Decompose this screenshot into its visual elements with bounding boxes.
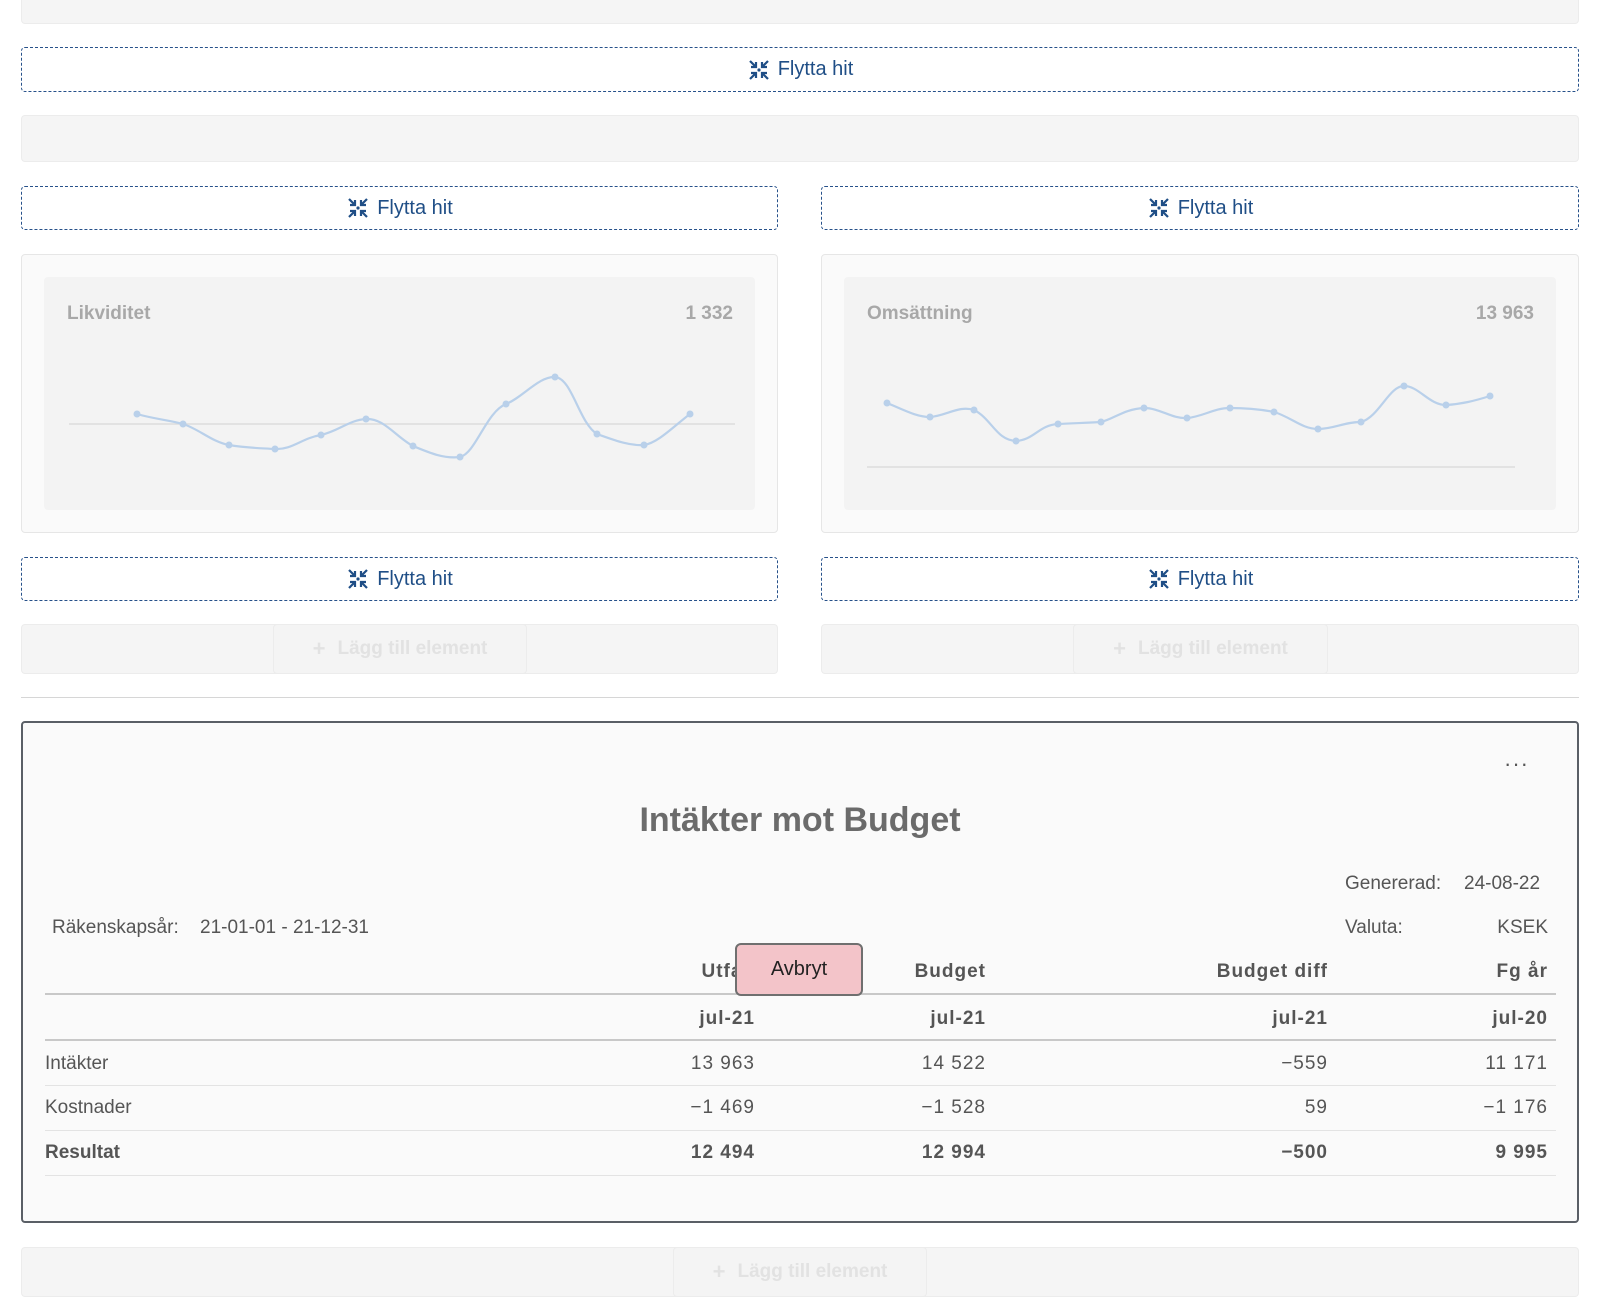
more-options-icon[interactable]: ···: [1504, 751, 1529, 776]
liquidity-sparkline: [69, 373, 735, 461]
cell-income-previous-year: 11 171: [1485, 1053, 1548, 1074]
revenue-widget-body: Omsättning 13 963: [844, 277, 1556, 510]
revenue-widget[interactable]: Omsättning 13 963: [821, 254, 1579, 533]
period-actual: jul-21: [699, 1008, 755, 1029]
period-divider: [45, 1039, 1556, 1041]
move-here-icon: [1148, 198, 1169, 218]
cell-result-actual: 12 494: [690, 1142, 755, 1163]
row-divider: [45, 1130, 1556, 1131]
period-budget-diff: jul-21: [1272, 1008, 1328, 1029]
drop-zone-label: Flytta hit: [377, 196, 453, 219]
drop-zone-top[interactable]: Flytta hit: [21, 47, 1579, 92]
add-element-label: Lägg till element: [337, 638, 488, 659]
plus-icon: +: [312, 636, 326, 661]
fiscal-year-label: Räkenskapsår:: [52, 917, 179, 938]
liquidity-widget[interactable]: Likviditet 1 332: [21, 254, 778, 533]
add-element-label: Lägg till element: [1137, 638, 1288, 659]
row-label-costs: Kostnader: [45, 1097, 132, 1118]
revenue-title: Omsättning: [867, 303, 973, 324]
row-divider: [45, 1085, 1556, 1086]
column-header-previous-year: Fg år: [1496, 961, 1548, 982]
cell-costs-budget-diff: 59: [1304, 1097, 1328, 1118]
cancel-button[interactable]: Avbryt: [735, 943, 863, 996]
row-divider: [45, 1175, 1556, 1176]
cell-income-actual: 13 963: [690, 1053, 755, 1074]
cell-income-budget: 14 522: [921, 1053, 986, 1074]
plus-icon: +: [1113, 636, 1126, 661]
drop-zone-label: Flytta hit: [1177, 196, 1254, 219]
liquidity-widget-body: Likviditet 1 332: [44, 277, 755, 510]
cell-result-previous-year: 9 995: [1495, 1142, 1548, 1163]
move-here-icon: [1148, 569, 1169, 589]
cell-costs-actual: −1 469: [690, 1097, 755, 1118]
section-divider: [21, 697, 1579, 698]
cancel-button-label: Avbryt: [770, 958, 828, 980]
cell-income-budget-diff: −559: [1281, 1053, 1328, 1074]
revenue-value: 13 963: [1475, 303, 1534, 324]
add-element-button-right[interactable]: + Lägg till element: [1073, 624, 1328, 674]
cell-costs-previous-year: −1 176: [1483, 1097, 1548, 1118]
drop-zone-left-bottom[interactable]: Flytta hit: [21, 557, 778, 601]
row-label-income: Intäkter: [45, 1053, 109, 1074]
liquidity-value: 1 332: [685, 303, 733, 324]
generated-value: 24-08-22: [1464, 873, 1541, 894]
generated-label: Genererad:: [1345, 873, 1442, 894]
column-header-actual: Utfall: [701, 961, 755, 982]
drop-zone-right-bottom[interactable]: Flytta hit: [821, 557, 1579, 601]
plus-icon: +: [712, 1259, 726, 1284]
dashboard-row-placeholder: [21, 0, 1579, 24]
currency-value: KSEK: [1497, 917, 1548, 938]
add-element-label: Lägg till element: [737, 1261, 888, 1282]
move-here-icon: [348, 198, 368, 218]
column-header-budget-diff: Budget diff: [1216, 961, 1328, 982]
row-label-result: Resultat: [45, 1142, 120, 1163]
period-budget: jul-21: [930, 1008, 986, 1029]
dashboard-row-placeholder: [21, 115, 1579, 162]
fiscal-year-value: 21-01-01 - 21-12-31: [200, 917, 369, 938]
cell-costs-budget: −1 528: [921, 1097, 986, 1118]
revenue-sparkline: [867, 382, 1515, 468]
drop-zone-left-top[interactable]: Flytta hit: [21, 186, 778, 230]
cell-result-budget-diff: −500: [1281, 1142, 1328, 1163]
cell-result-budget: 12 994: [921, 1142, 986, 1163]
add-element-button-bottom[interactable]: + Lägg till element: [673, 1247, 927, 1297]
drop-zone-label: Flytta hit: [377, 567, 453, 590]
move-here-icon: [348, 569, 368, 589]
drop-zone-label: Flytta hit: [777, 58, 854, 80]
drop-zone-label: Flytta hit: [1177, 567, 1254, 590]
currency-label: Valuta:: [1345, 917, 1403, 938]
drop-zone-right-top[interactable]: Flytta hit: [821, 186, 1579, 230]
add-element-button-left[interactable]: + Lägg till element: [273, 624, 527, 674]
move-here-icon: [748, 59, 769, 80]
report-title: Intäkter mot Budget: [639, 801, 961, 839]
liquidity-title: Likviditet: [67, 303, 151, 324]
period-previous-year: jul-20: [1492, 1008, 1548, 1029]
column-header-budget: Budget: [914, 961, 986, 982]
